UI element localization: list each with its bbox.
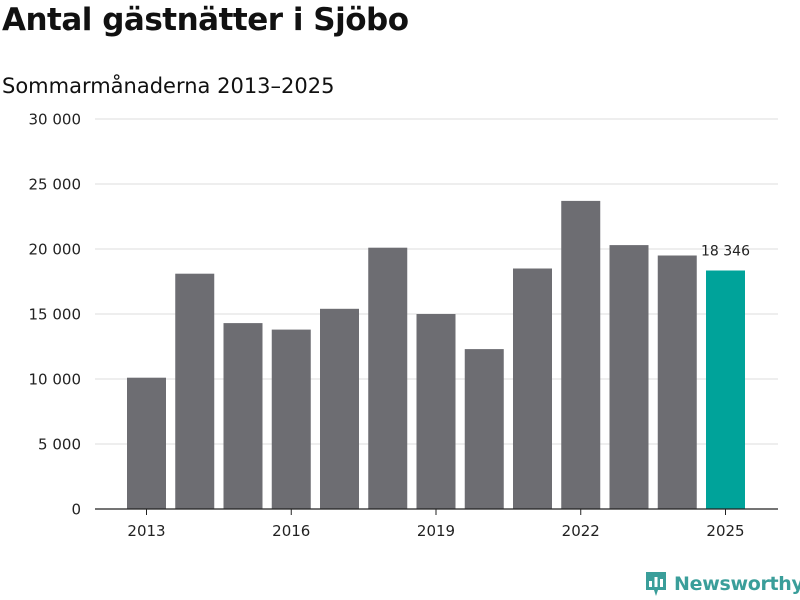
brand-name: Newsworthy: [674, 573, 800, 595]
bar-2024: [657, 255, 697, 509]
newsworthy-brand: Newsworthy: [644, 570, 800, 598]
bar-2016: [271, 329, 311, 509]
bar-2018: [368, 247, 408, 509]
bar-2022: [561, 200, 601, 509]
bar-2021: [513, 268, 552, 509]
x-tick-label: 2022: [562, 522, 600, 540]
x-tick-label: 2025: [706, 522, 744, 540]
y-tick-label: 30 000: [29, 111, 82, 129]
y-tick-label: 20 000: [29, 241, 82, 259]
y-tick-label: 25 000: [29, 176, 82, 194]
x-tick-label: 2019: [417, 522, 455, 540]
x-tick-label: 2013: [127, 522, 165, 540]
chart-title: Antal gästnätter i Sjöbo: [2, 2, 409, 38]
data-label-2025: 18 346: [701, 244, 750, 260]
bar-2013: [127, 377, 166, 509]
bar-2019: [416, 314, 456, 509]
bar-2025: [706, 270, 745, 509]
bar-2017: [320, 308, 359, 509]
y-tick-label: 15 000: [29, 306, 82, 324]
y-tick-label: 10 000: [29, 371, 82, 389]
bar-2015: [223, 323, 263, 509]
chart-subtitle: Sommarmånaderna 2013–2025: [2, 74, 335, 98]
x-tick-label: 2016: [272, 522, 310, 540]
newsworthy-logo-icon: [646, 572, 666, 596]
y-tick-label: 5 000: [38, 436, 81, 454]
y-tick-label: 0: [71, 501, 81, 519]
bar-2014: [175, 273, 215, 509]
bar-2020: [464, 349, 504, 509]
bar-2023: [609, 245, 649, 509]
